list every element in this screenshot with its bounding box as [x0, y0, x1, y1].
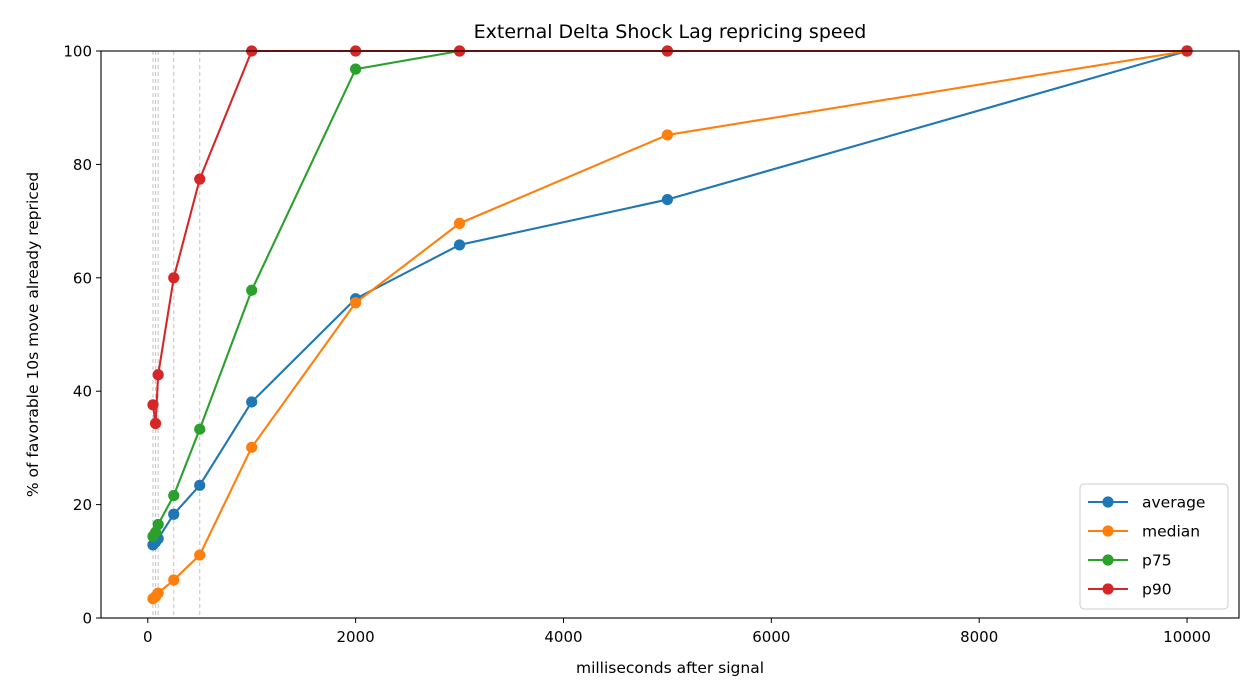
x-axis-label: milliseconds after signal	[576, 659, 764, 677]
data-point	[194, 423, 206, 435]
y-tick-label: 40	[73, 383, 92, 401]
legend-label: p90	[1142, 581, 1172, 599]
data-point	[246, 284, 258, 296]
data-point	[194, 549, 206, 561]
legend-swatch-marker	[1102, 525, 1114, 537]
data-point	[453, 239, 466, 251]
legend-swatch-marker	[1102, 583, 1114, 595]
y-tick-label: 80	[73, 156, 92, 174]
data-point	[661, 129, 674, 141]
data-point	[147, 399, 159, 411]
data-point	[453, 217, 466, 229]
series-average	[147, 45, 1193, 551]
data-point	[661, 193, 674, 206]
data-point	[350, 297, 362, 309]
legend-label: median	[1142, 523, 1200, 541]
legend-label: average	[1142, 494, 1205, 512]
series-line	[152, 49, 1188, 537]
y-tick-label: 100	[63, 43, 92, 61]
legend: average median p75 p90	[1079, 483, 1229, 610]
x-tick-label: 10000	[1163, 628, 1211, 646]
legend-item: median	[1088, 523, 1200, 541]
x-tick-label: 4000	[544, 628, 582, 646]
data-point	[194, 479, 206, 491]
data-point	[149, 417, 162, 430]
x-tick-label: 8000	[960, 628, 998, 646]
y-axis-label: % of favorable 10s move already repriced	[24, 172, 42, 497]
data-point	[168, 574, 180, 586]
data-point	[168, 489, 180, 502]
legend-swatch-marker	[1102, 496, 1114, 508]
x-tick-label: 0	[143, 628, 153, 646]
legend-item: p90	[1088, 581, 1172, 599]
data-point	[152, 587, 164, 599]
data-point	[152, 518, 164, 531]
x-axis: 0 2000 4000 6000 8000 10000	[143, 618, 1211, 646]
y-tick-label: 0	[82, 610, 92, 628]
series-line	[152, 49, 1188, 546]
series-layer	[147, 45, 1193, 605]
series-p75	[147, 45, 1193, 542]
legend-item: average	[1088, 494, 1205, 512]
data-point	[194, 173, 206, 185]
data-point	[168, 272, 180, 284]
series-median	[147, 45, 1193, 605]
x-tick-label: 6000	[752, 628, 790, 646]
series-p90	[147, 45, 1193, 430]
plot-frame	[100, 50, 1240, 619]
y-axis: 0 20 40 60 80 100	[63, 43, 101, 628]
data-point	[246, 396, 258, 408]
y-tick-label: 60	[73, 269, 92, 287]
chart-title: External Delta Shock Lag repricing speed	[474, 21, 867, 43]
legend-label: p75	[1142, 552, 1172, 570]
data-point	[152, 369, 164, 381]
legend-swatch-marker	[1102, 554, 1114, 566]
data-point	[246, 441, 258, 453]
legend-box	[1079, 483, 1229, 610]
data-point	[168, 508, 180, 520]
y-tick-label: 20	[73, 496, 92, 514]
data-point	[350, 63, 362, 75]
x-tick-label: 2000	[337, 628, 375, 646]
legend-item: p75	[1088, 552, 1172, 570]
